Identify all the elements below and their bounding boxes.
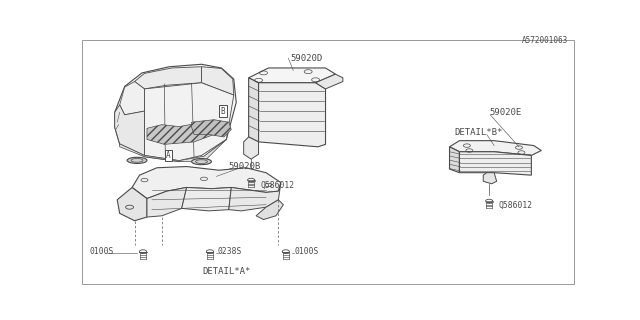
Text: A: A bbox=[166, 151, 171, 160]
Text: Q586012: Q586012 bbox=[260, 180, 294, 189]
Polygon shape bbox=[115, 105, 145, 156]
Circle shape bbox=[282, 250, 289, 253]
Text: B: B bbox=[221, 107, 225, 116]
Circle shape bbox=[207, 250, 214, 253]
Polygon shape bbox=[259, 83, 326, 147]
Text: DETAIL*B*: DETAIL*B* bbox=[454, 128, 503, 137]
Ellipse shape bbox=[131, 158, 143, 162]
Ellipse shape bbox=[191, 158, 211, 165]
Polygon shape bbox=[483, 173, 497, 184]
Polygon shape bbox=[460, 152, 531, 175]
Polygon shape bbox=[115, 64, 236, 162]
Polygon shape bbox=[117, 188, 147, 221]
Text: 59020D: 59020D bbox=[291, 54, 323, 63]
Polygon shape bbox=[316, 74, 343, 89]
Text: A572001063: A572001063 bbox=[522, 36, 568, 44]
Text: 0238S: 0238S bbox=[218, 247, 243, 256]
Polygon shape bbox=[244, 137, 259, 159]
Text: 0100S: 0100S bbox=[294, 247, 319, 256]
Polygon shape bbox=[120, 82, 145, 115]
Polygon shape bbox=[202, 67, 234, 95]
Polygon shape bbox=[449, 141, 541, 156]
Text: DETAIL*A*: DETAIL*A* bbox=[202, 267, 250, 276]
Ellipse shape bbox=[127, 157, 147, 164]
Text: 0100S: 0100S bbox=[90, 247, 115, 256]
Ellipse shape bbox=[196, 160, 207, 164]
Text: 59020E: 59020E bbox=[489, 108, 522, 117]
Polygon shape bbox=[182, 188, 231, 211]
Polygon shape bbox=[229, 182, 281, 211]
Polygon shape bbox=[132, 166, 281, 198]
Polygon shape bbox=[120, 140, 227, 162]
Polygon shape bbox=[449, 147, 460, 173]
Polygon shape bbox=[147, 124, 214, 144]
Text: 59020B: 59020B bbox=[229, 162, 261, 171]
Polygon shape bbox=[191, 120, 231, 137]
Circle shape bbox=[486, 199, 493, 203]
Polygon shape bbox=[134, 67, 202, 89]
Polygon shape bbox=[145, 83, 234, 161]
Polygon shape bbox=[147, 188, 187, 217]
Polygon shape bbox=[249, 68, 335, 83]
Polygon shape bbox=[256, 200, 284, 220]
Text: Q586012: Q586012 bbox=[498, 202, 532, 211]
Polygon shape bbox=[249, 78, 259, 142]
Circle shape bbox=[248, 178, 255, 182]
Circle shape bbox=[140, 250, 147, 253]
